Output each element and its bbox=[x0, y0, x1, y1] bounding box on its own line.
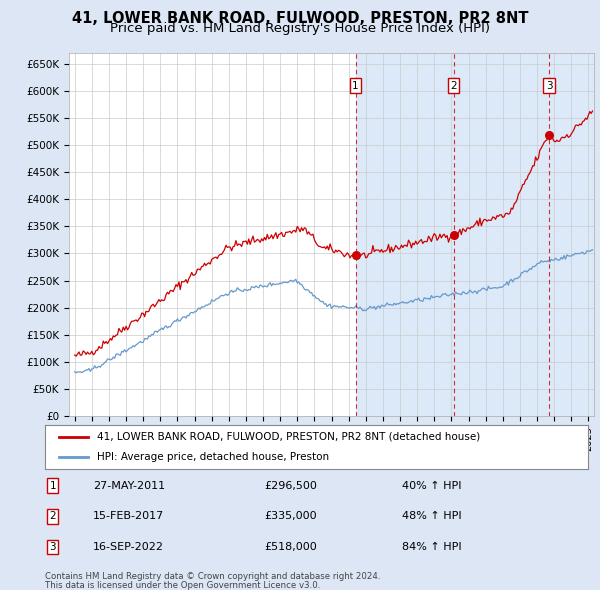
Text: £518,000: £518,000 bbox=[264, 542, 317, 552]
Bar bbox=[355, 53, 594, 416]
Text: Contains HM Land Registry data © Crown copyright and database right 2024.: Contains HM Land Registry data © Crown c… bbox=[45, 572, 380, 581]
Text: 2: 2 bbox=[49, 512, 56, 521]
Text: 41, LOWER BANK ROAD, FULWOOD, PRESTON, PR2 8NT (detached house): 41, LOWER BANK ROAD, FULWOOD, PRESTON, P… bbox=[97, 432, 480, 442]
Text: HPI: Average price, detached house, Preston: HPI: Average price, detached house, Pres… bbox=[97, 452, 329, 462]
Text: 1: 1 bbox=[49, 481, 56, 490]
Text: 1: 1 bbox=[352, 81, 359, 91]
Text: 15-FEB-2017: 15-FEB-2017 bbox=[93, 512, 164, 521]
Text: Price paid vs. HM Land Registry's House Price Index (HPI): Price paid vs. HM Land Registry's House … bbox=[110, 22, 490, 35]
Text: This data is licensed under the Open Government Licence v3.0.: This data is licensed under the Open Gov… bbox=[45, 581, 320, 590]
Text: £335,000: £335,000 bbox=[264, 512, 317, 521]
Text: 48% ↑ HPI: 48% ↑ HPI bbox=[402, 512, 461, 521]
Text: 41, LOWER BANK ROAD, FULWOOD, PRESTON, PR2 8NT: 41, LOWER BANK ROAD, FULWOOD, PRESTON, P… bbox=[72, 11, 528, 25]
Text: £296,500: £296,500 bbox=[264, 481, 317, 490]
Text: 3: 3 bbox=[49, 542, 56, 552]
Text: 84% ↑ HPI: 84% ↑ HPI bbox=[402, 542, 461, 552]
Text: 16-SEP-2022: 16-SEP-2022 bbox=[93, 542, 164, 552]
Text: 2: 2 bbox=[450, 81, 457, 91]
Text: 27-MAY-2011: 27-MAY-2011 bbox=[93, 481, 165, 490]
Text: 3: 3 bbox=[546, 81, 553, 91]
Text: 40% ↑ HPI: 40% ↑ HPI bbox=[402, 481, 461, 490]
